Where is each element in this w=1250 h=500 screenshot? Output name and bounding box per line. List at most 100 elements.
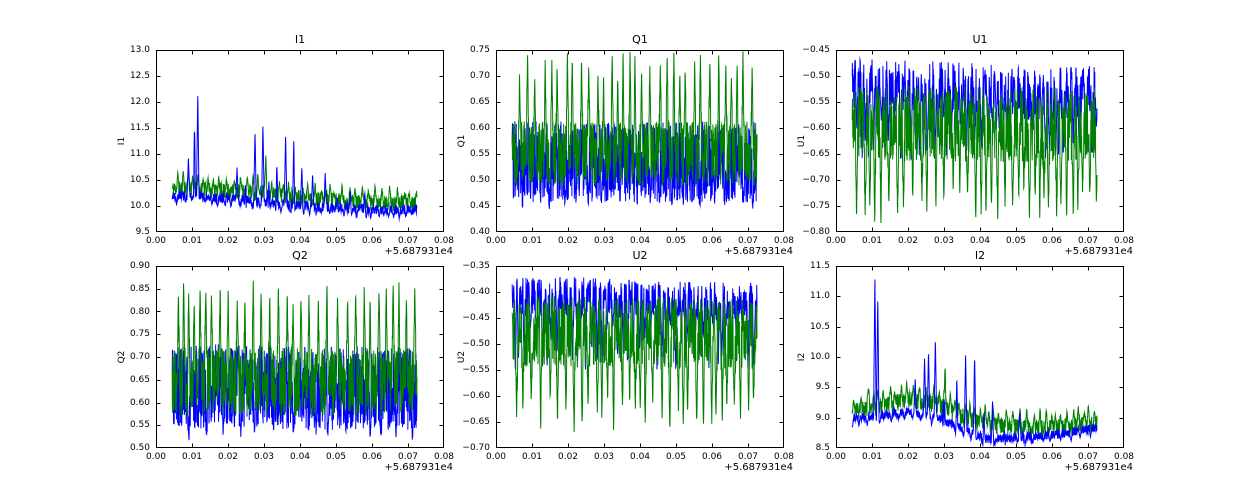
y-tick-label: 9.5	[815, 382, 830, 393]
x-tick-label: 0.05	[1005, 236, 1027, 246]
y-tick-label: 0.70	[129, 352, 150, 362]
x-tick-label: 0.04	[629, 452, 651, 462]
plot-title: I1	[294, 33, 306, 46]
x-tick-label: 0.00	[825, 452, 847, 462]
y-tick-label: 8.5	[815, 443, 830, 453]
x-tick-label: 0.04	[969, 452, 991, 462]
x-tick-label: 0.08	[433, 452, 455, 462]
y-tick-label: 0.45	[469, 201, 490, 211]
x-tick-label: 0.08	[1113, 452, 1135, 462]
x-tick-label: 0.07	[1077, 452, 1099, 462]
y-tick-label: 0.55	[469, 149, 490, 159]
y-axis-label: U2	[457, 350, 467, 364]
y-tick-label: 10.0	[129, 201, 150, 211]
y-tick-label: 0.90	[129, 261, 150, 271]
subplot-q1: Q1 Q1 0.00 0.01 0.02 0.03 0.04 0.05 0.06 0.07 0.…	[457, 33, 794, 257]
x-tick-label: 0.06	[701, 236, 723, 246]
y-tick-label: 11.0	[809, 291, 830, 302]
x-tick-label: 0.05	[665, 236, 687, 246]
x-tick-label: 0.03	[593, 236, 615, 246]
y-tick-label: 0.40	[469, 227, 490, 237]
plot-title: I2	[974, 249, 986, 262]
y-tick-label: 0.60	[129, 397, 150, 408]
y-tick-label: 13.0	[129, 45, 150, 55]
x-tick-label: 0.08	[773, 452, 795, 462]
x-tick-label: 0.03	[933, 236, 955, 246]
plot-area-i1	[156, 50, 444, 232]
y-tick-label: 0.50	[469, 175, 490, 185]
x-tick-label: 0.02	[217, 236, 239, 246]
x-tick-label: 0.08	[773, 236, 795, 246]
x-tick-label: 0.08	[433, 236, 455, 246]
x-tick-label: 0.02	[557, 452, 579, 462]
plot-area-q1	[496, 50, 784, 232]
x-tick-label: 0.06	[361, 236, 383, 246]
y-tick-label: 10.5	[129, 175, 150, 185]
x-tick-label: 0.02	[897, 452, 919, 462]
y-tick-label: 11.5	[809, 261, 830, 271]
x-tick-label: 0.06	[1041, 452, 1063, 462]
x-axis-offset-label: +5.687931e4	[1064, 462, 1133, 473]
x-tick-label: 0.01	[521, 452, 543, 462]
x-tick-label: 0.01	[521, 236, 543, 246]
y-tick-label: −0.65	[802, 149, 830, 159]
x-axis-offset-label: +5.687931e4	[724, 462, 793, 473]
y-tick-label: 12.5	[129, 71, 150, 81]
x-tick-label: 0.04	[629, 236, 651, 246]
y-tick-label: −0.45	[462, 313, 490, 323]
x-tick-label: 0.03	[593, 452, 615, 462]
y-tick-label: −0.55	[802, 97, 830, 107]
subplot-q2: Q2 Q2 0.00 0.01 0.02 0.03 0.04 0.05 0.06 0.07 0.…	[117, 249, 454, 473]
y-tick-label: −0.55	[462, 365, 490, 375]
x-tick-label: 0.04	[969, 236, 991, 246]
x-tick-label: 0.00	[145, 452, 167, 462]
x-tick-label: 0.08	[1113, 236, 1135, 246]
y-axis-label: Q2	[117, 350, 127, 364]
y-tick-label: 12.0	[129, 97, 150, 107]
plot-area-u2	[496, 266, 784, 448]
x-tick-label: 0.02	[897, 236, 919, 246]
y-tick-label: −0.65	[462, 417, 490, 427]
x-tick-label: 0.03	[253, 452, 275, 462]
x-tick-label: 0.06	[361, 452, 383, 462]
y-tick-label: −0.50	[462, 339, 490, 349]
x-tick-label: 0.00	[145, 236, 167, 246]
x-axis-offset-label: +5.687931e4	[384, 246, 453, 257]
y-tick-label: 0.55	[129, 420, 150, 431]
x-tick-label: 0.02	[217, 452, 239, 462]
y-tick-label: −0.60	[802, 123, 830, 133]
y-tick-label: 0.70	[469, 71, 490, 81]
y-axis-label: U1	[797, 134, 807, 148]
y-tick-label: 10.0	[809, 352, 830, 362]
x-tick-label: 0.00	[485, 236, 507, 246]
x-tick-label: 0.05	[325, 236, 347, 246]
y-tick-label: 0.75	[469, 45, 490, 55]
plot-title: Q2	[292, 249, 308, 262]
subplot-u2: U2 U2 0.00 0.01 0.02 0.03 0.04 0.05 0.06 0.07 0.…	[457, 249, 794, 473]
y-tick-label: −0.60	[462, 391, 490, 401]
x-axis-offset-label: +5.687931e4	[1064, 246, 1133, 257]
y-tick-label: −0.80	[802, 227, 830, 237]
y-tick-label: 0.80	[129, 306, 150, 317]
y-tick-label: −0.70	[462, 443, 490, 453]
x-tick-label: 0.07	[1077, 236, 1099, 246]
y-tick-label: 0.60	[469, 123, 490, 133]
x-axis-offset-label: +5.687931e4	[384, 462, 453, 473]
x-tick-label: 0.00	[485, 452, 507, 462]
x-axis-offset-label: +5.687931e4	[724, 246, 793, 257]
x-tick-label: 0.07	[397, 452, 419, 462]
y-tick-label: −0.35	[462, 261, 490, 271]
subplot-i2: I2 I2 0.00 0.01 0.02 0.03 0.04 0.05 0.06 0.07 0.…	[797, 249, 1134, 473]
y-tick-label: 0.85	[129, 283, 150, 294]
plot-area-i2	[836, 266, 1124, 448]
y-tick-label: −0.70	[802, 175, 830, 185]
x-tick-label: 0.01	[861, 452, 883, 462]
x-tick-label: 0.01	[181, 452, 203, 462]
x-tick-label: 0.05	[1005, 452, 1027, 462]
plot-area-q2	[156, 266, 444, 448]
plot-title: U1	[972, 33, 988, 46]
y-axis-label: I2	[797, 352, 807, 362]
y-tick-label: 0.65	[469, 97, 490, 107]
y-tick-label: 9.5	[135, 227, 150, 237]
